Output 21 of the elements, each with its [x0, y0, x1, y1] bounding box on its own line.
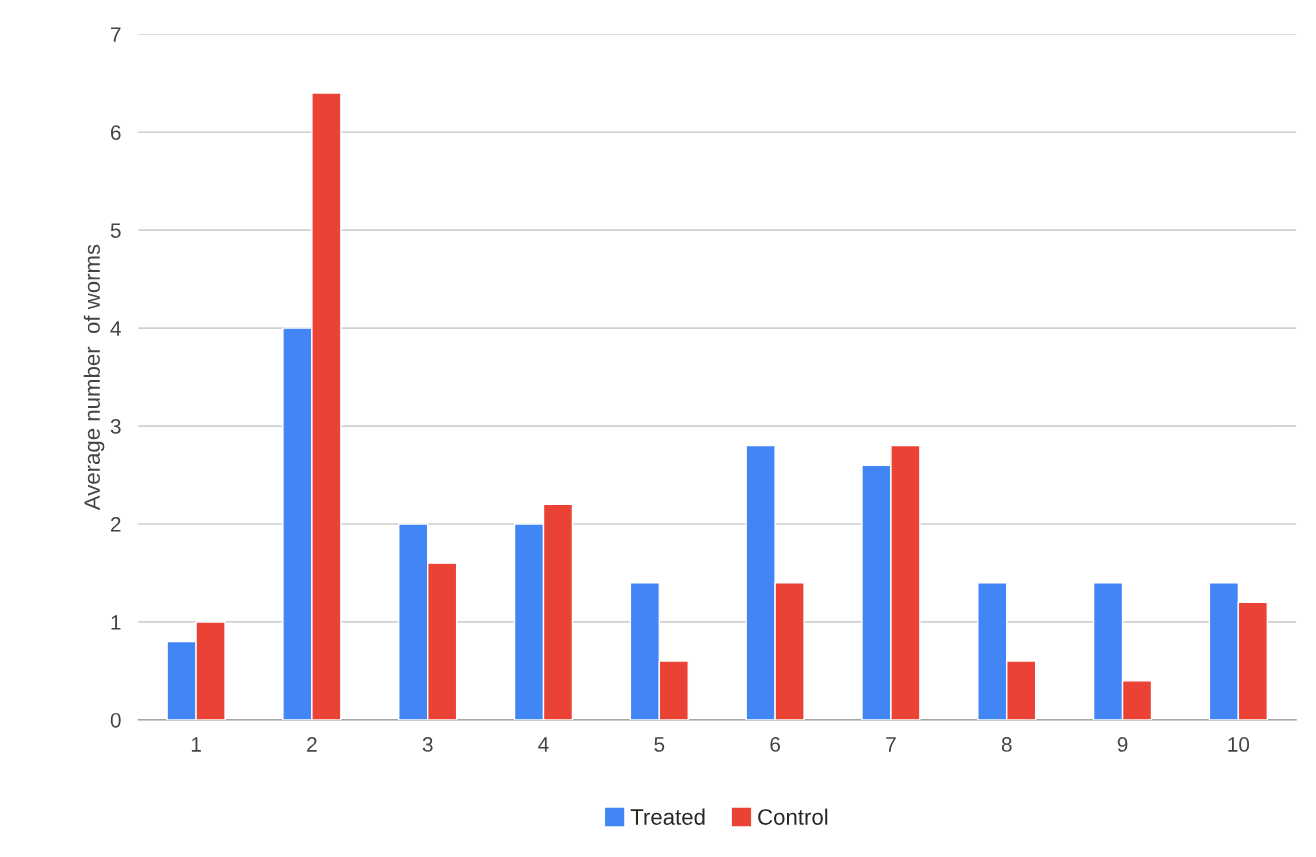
x-tick-label: 2	[307, 737, 317, 752]
x-tick-label: 7	[886, 737, 896, 752]
legend-label: Control	[758, 808, 828, 825]
y-tick-label: 7	[111, 27, 121, 42]
y-tick-label: 6	[110, 125, 121, 140]
x-tick-label: 3	[422, 737, 433, 752]
x-tick-label: 5	[654, 737, 665, 752]
x-tick-label: 10	[1228, 737, 1250, 752]
x-tick-label: 9	[1117, 737, 1128, 752]
y-tick-label: 4	[110, 321, 121, 336]
y-tick-label: 1	[111, 615, 121, 630]
x-tick-label: 6	[770, 737, 780, 752]
x-tick-label: 4	[538, 737, 549, 752]
y-tick-label: 0	[110, 712, 121, 728]
y-tick-label: 2	[110, 517, 121, 532]
x-tick-label: 1	[191, 737, 201, 752]
y-tick-label: 3	[110, 419, 121, 434]
y-tick-label: 5	[110, 223, 121, 238]
legend-label: Treated	[630, 808, 705, 825]
x-tick-label: 8	[1001, 737, 1012, 752]
y-axis-title: Average number of worms	[83, 244, 105, 511]
